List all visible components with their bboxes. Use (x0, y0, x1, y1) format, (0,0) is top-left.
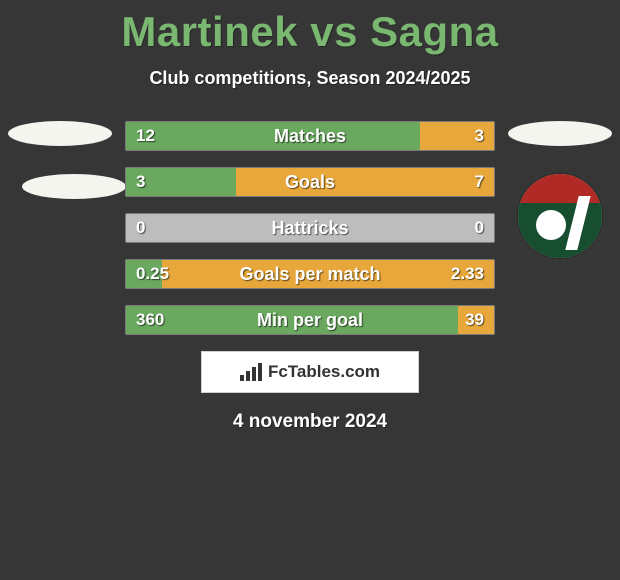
stat-label: Goals per match (126, 260, 494, 288)
stat-row: 123Matches (125, 121, 495, 151)
placeholder-ellipse (22, 174, 126, 199)
subtitle: Club competitions, Season 2024/2025 (0, 68, 620, 89)
stat-row: 36039Min per goal (125, 305, 495, 335)
date-text: 4 november 2024 (0, 411, 620, 433)
stat-label: Hattricks (126, 214, 494, 242)
left-player-icon (8, 121, 126, 227)
stat-label: Goals (126, 168, 494, 196)
page-title: Martinek vs Sagna (0, 0, 620, 56)
badge-ball-icon (536, 210, 566, 240)
stat-row: 00Hattricks (125, 213, 495, 243)
stat-row: 0.252.33Goals per match (125, 259, 495, 289)
brand-text: FcTables.com (268, 362, 380, 382)
stat-label: Min per goal (126, 306, 494, 334)
brand-badge: FcTables.com (201, 351, 419, 393)
right-player-icon (508, 121, 612, 258)
stat-label: Matches (126, 122, 494, 150)
stats-area: 123Matches 37Goals 00Hattricks 0.252.33Goal… (0, 121, 620, 335)
stat-rows: 123Matches 37Goals 00Hattricks 0.252.33Goal… (125, 121, 495, 335)
placeholder-ellipse (8, 121, 112, 146)
barchart-icon (240, 363, 262, 381)
placeholder-ellipse (508, 121, 612, 146)
stat-row: 37Goals (125, 167, 495, 197)
club-badge-icon (518, 174, 602, 258)
